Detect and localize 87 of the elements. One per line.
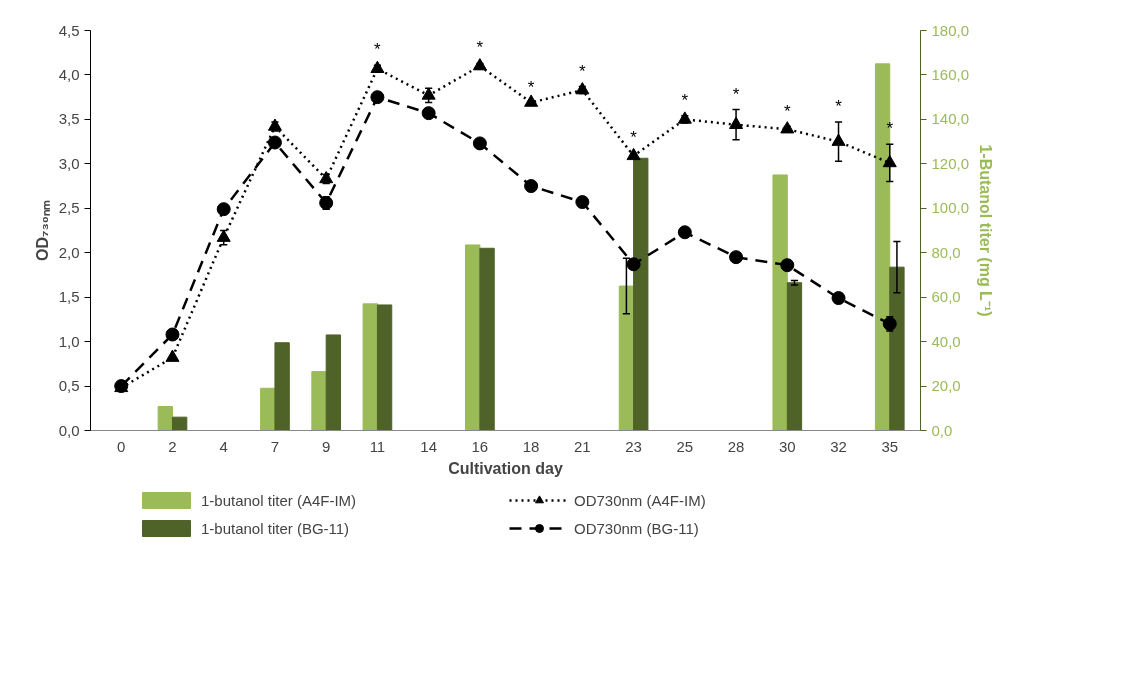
x-tick-label: 14 <box>420 437 437 455</box>
y2-tick-label: 80,0 <box>931 243 961 261</box>
x-tick-label: 35 <box>881 437 899 455</box>
point <box>524 94 539 107</box>
point <box>370 90 385 105</box>
y-tick-label: 4,5 <box>58 21 80 39</box>
point <box>575 195 590 210</box>
y-tick-label: 3,5 <box>58 110 80 128</box>
point <box>524 179 539 194</box>
point <box>216 229 231 242</box>
y2-tick-label: 0,0 <box>931 421 953 439</box>
y-tick-label: 1,5 <box>58 288 80 306</box>
point <box>421 106 436 121</box>
y2-tick-label: 160,0 <box>931 65 970 83</box>
annotation: * <box>630 128 638 148</box>
y2-tick-label: 140,0 <box>931 110 970 128</box>
y2-tick-label: 120,0 <box>931 154 970 172</box>
bar <box>274 342 290 431</box>
point <box>472 136 487 151</box>
point <box>216 202 231 217</box>
annotation: * <box>374 40 382 60</box>
bar <box>479 247 495 431</box>
y-tick-label: 0,5 <box>58 377 80 395</box>
annotation: * <box>681 90 689 110</box>
x-axis-title: Cultivation day <box>448 459 563 477</box>
point <box>831 133 846 146</box>
bar <box>465 244 481 431</box>
x-tick-label: 9 <box>322 437 331 455</box>
x-tick-label: 4 <box>219 437 228 455</box>
annotation: * <box>476 38 484 58</box>
x-tick-label: 23 <box>625 437 642 455</box>
point <box>165 327 180 342</box>
y2-tick-label: 40,0 <box>931 332 961 350</box>
x-tick-label: 18 <box>522 437 540 455</box>
bar <box>325 334 342 431</box>
bar <box>376 304 393 431</box>
bar <box>618 285 635 431</box>
annotation: * <box>527 77 535 97</box>
point <box>626 257 641 272</box>
legend-label: OD730nm (A4F-IM) <box>574 491 707 509</box>
y-tick-label: 4,0 <box>58 65 80 83</box>
point <box>267 135 282 150</box>
y2-tick-label: 20,0 <box>931 377 961 395</box>
bar <box>772 174 788 431</box>
point <box>780 258 795 273</box>
x-tick-label: 25 <box>676 437 694 455</box>
annotation: * <box>732 84 740 104</box>
legend-label: 1-butanol titer (A4F-IM) <box>201 491 358 509</box>
y-tick-label: 0,0 <box>58 421 80 439</box>
point <box>831 291 846 306</box>
x-tick-label: 28 <box>727 437 745 455</box>
bar <box>889 266 905 431</box>
legend-label: 1-butanol titer (BG-11) <box>201 519 351 537</box>
x-tick-label: 30 <box>778 437 796 455</box>
y2-axis-title: 1-Butanol titer (mg L⁻¹) <box>977 144 995 317</box>
annotation: * <box>835 97 843 117</box>
x-tick-label: 11 <box>369 437 386 455</box>
y-tick-label: 3,0 <box>58 154 80 172</box>
y-tick-label: 2,5 <box>58 199 80 217</box>
x-tick-label: 7 <box>270 437 280 455</box>
y2-tick-label: 60,0 <box>931 288 961 306</box>
point <box>729 250 744 265</box>
bar <box>633 157 649 431</box>
bar <box>157 406 173 431</box>
y-tick-label: 2,0 <box>58 243 80 261</box>
annotation: * <box>886 119 894 139</box>
x-tick-label: 32 <box>830 437 847 455</box>
x-tick-label: 2 <box>168 437 177 455</box>
y2-tick-label: 100,0 <box>931 199 970 217</box>
bar <box>171 416 188 431</box>
point <box>421 87 436 100</box>
point <box>780 121 795 134</box>
bar <box>362 303 378 431</box>
bar <box>786 282 803 431</box>
point <box>677 225 692 240</box>
x-tick-label: 0 <box>117 437 126 455</box>
legend-label: OD730nm (BG-11) <box>574 519 700 537</box>
x-tick-label: 16 <box>471 437 489 455</box>
annotation: * <box>579 61 587 81</box>
annotation: * <box>783 101 791 121</box>
y-tick-label: 1,0 <box>58 332 80 350</box>
x-tick-label: 21 <box>574 437 591 455</box>
bar <box>311 371 327 431</box>
y2-tick-label: 180,0 <box>931 21 970 39</box>
bar <box>874 63 891 431</box>
y-axis-title: OD₇₃₀ₙₘ <box>33 199 51 261</box>
bar <box>260 387 276 431</box>
